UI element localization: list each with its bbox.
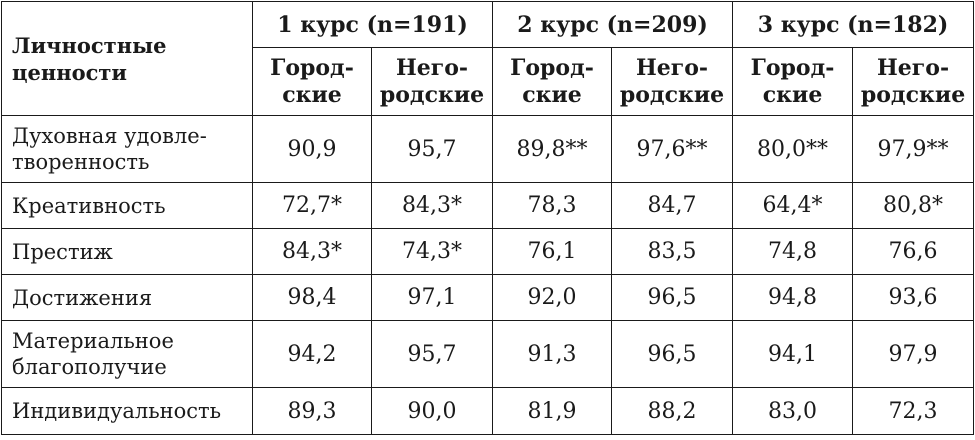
cell-value: 83,5	[611, 228, 734, 275]
subheader-urban-course-3: Город-ские	[732, 47, 854, 116]
cell-value: 95,7	[370, 115, 494, 183]
cell-value: 84,7	[611, 182, 734, 229]
row-label: Духовная удовле-творенность	[1, 115, 253, 183]
cell-value: 83,0	[732, 387, 854, 435]
subheader-urban-course-1: Город-ские	[252, 47, 372, 116]
cell-value: 88,2	[611, 387, 734, 435]
cell-value: 97,9	[852, 320, 975, 388]
header-personal-values-line2: ценности	[12, 59, 127, 85]
cell-value: 97,9**	[852, 115, 975, 183]
header-course-3: 3 курс (n=182)	[732, 1, 975, 48]
row-label: Креативность	[1, 182, 253, 229]
table-row: Индивидуальность 89,3 90,0 81,9 88,2 83,…	[1, 387, 975, 435]
cell-value: 97,6**	[611, 115, 734, 183]
cell-value: 80,0**	[732, 115, 854, 183]
row-label: Материальное благополучие	[1, 320, 253, 388]
cell-value: 91,3	[492, 320, 613, 388]
subheader-rural-course-1: Него-родские	[370, 47, 494, 116]
header-course-1: 1 курс (n=191)	[251, 1, 494, 48]
cell-value: 89,3	[252, 387, 372, 435]
table-row: Престиж 84,3* 74,3* 76,1 83,5 74,8 76,6	[1, 228, 975, 275]
cell-value: 80,8*	[852, 182, 975, 229]
table-row: Креативность 72,7* 84,3* 78,3 84,7 64,4*…	[1, 182, 975, 229]
cell-value: 97,1	[370, 274, 494, 321]
subheader-urban-course-2: Город-ские	[492, 47, 613, 116]
cell-value: 74,3*	[370, 228, 494, 275]
cell-value: 94,8	[732, 274, 854, 321]
table-row: Материальное благополучие 94,2 95,7 91,3 …	[1, 320, 975, 388]
cell-value: 93,6	[852, 274, 975, 321]
cell-value: 98,4	[252, 274, 372, 321]
cell-value: 96,5	[611, 320, 734, 388]
header-course-2: 2 курс (n=209)	[492, 1, 734, 48]
header-personal-values-line1: Личностные	[12, 32, 167, 58]
cell-value: 89,8**	[492, 115, 613, 183]
table-row: Достижения 98,4 97,1 92,0 96,5 94,8 93,6	[1, 274, 975, 321]
cell-value: 74,8	[732, 228, 854, 275]
cell-value: 90,0	[370, 387, 494, 435]
cell-value: 81,9	[492, 387, 613, 435]
cell-value: 92,0	[492, 274, 613, 321]
cell-value: 94,2	[252, 320, 372, 388]
cell-value: 96,5	[611, 274, 734, 321]
cell-value: 84,3*	[370, 182, 494, 229]
cell-value: 76,6	[852, 228, 975, 275]
row-label: Достижения	[1, 274, 253, 321]
header-personal-values: Личностные ценности	[1, 1, 253, 116]
cell-value: 78,3	[492, 182, 613, 229]
cell-value: 84,3*	[252, 228, 372, 275]
cell-value: 64,4*	[732, 182, 854, 229]
cell-value: 72,3	[852, 387, 975, 435]
cell-value: 94,1	[732, 320, 854, 388]
cell-value: 76,1	[492, 228, 613, 275]
cell-value: 72,7*	[252, 182, 372, 229]
row-label: Престиж	[1, 228, 253, 275]
subheader-rural-course-3: Него-родские	[852, 47, 975, 116]
subheader-rural-course-2: Него-родские	[611, 47, 734, 116]
row-label: Индивидуальность	[1, 387, 253, 435]
cell-value: 95,7	[370, 320, 494, 388]
cell-value: 90,9	[252, 115, 372, 183]
table-row: Духовная удовле-творенность 90,9 95,7 89…	[1, 115, 975, 183]
